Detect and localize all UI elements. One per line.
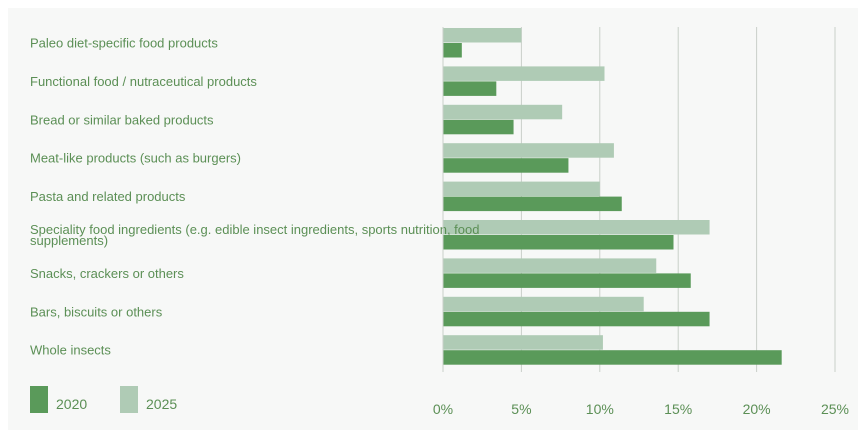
bar-2020-6 bbox=[443, 273, 691, 288]
category-label: Meat-like products (such as burgers) bbox=[30, 151, 241, 166]
legend-label-2025: 2025 bbox=[146, 396, 177, 412]
legend-swatch-2025 bbox=[120, 386, 138, 413]
category-label: supplements) bbox=[30, 233, 108, 248]
category-label: Pasta and related products bbox=[30, 189, 186, 204]
bar-2020-7 bbox=[443, 311, 710, 327]
bar-2025-5 bbox=[443, 220, 710, 235]
x-tick-label: 0% bbox=[433, 401, 453, 417]
legend-label-2020: 2020 bbox=[56, 396, 87, 412]
bar-2025-1 bbox=[443, 66, 605, 81]
x-tick-label: 10% bbox=[586, 401, 614, 417]
bar-2025-3 bbox=[443, 143, 614, 158]
category-label: Paleo diet-specific food products bbox=[30, 36, 218, 51]
bar-2025-8 bbox=[443, 335, 603, 350]
bar-2020-5 bbox=[443, 235, 674, 250]
category-label: Bread or similar baked products bbox=[30, 112, 214, 127]
bar-2020-4 bbox=[443, 196, 622, 212]
x-tick-label: 5% bbox=[511, 401, 531, 417]
bar-2020-3 bbox=[443, 158, 569, 173]
category-label: Functional food / nutraceutical products bbox=[30, 74, 257, 89]
x-tick-label: 15% bbox=[664, 401, 692, 417]
x-tick-label: 25% bbox=[821, 401, 849, 417]
bar-2020-0 bbox=[443, 43, 462, 58]
bar-2025-2 bbox=[443, 104, 563, 120]
bar-2020-1 bbox=[443, 81, 497, 96]
category-label: Whole insects bbox=[30, 343, 111, 358]
bar-2020-2 bbox=[443, 119, 514, 135]
bar-2025-0 bbox=[443, 28, 522, 43]
category-label: Bars, biscuits or others bbox=[30, 304, 163, 319]
bar-2025-6 bbox=[443, 258, 657, 273]
bar-2025-4 bbox=[443, 181, 600, 197]
category-label: Speciality food ingredients (e.g. edible… bbox=[30, 222, 479, 237]
category-label: Snacks, crackers or others bbox=[30, 266, 184, 281]
x-tick-label: 20% bbox=[743, 401, 771, 417]
legend-swatch-2020 bbox=[30, 386, 48, 413]
bar-2020-8 bbox=[443, 350, 782, 365]
bar-2025-7 bbox=[443, 296, 644, 312]
